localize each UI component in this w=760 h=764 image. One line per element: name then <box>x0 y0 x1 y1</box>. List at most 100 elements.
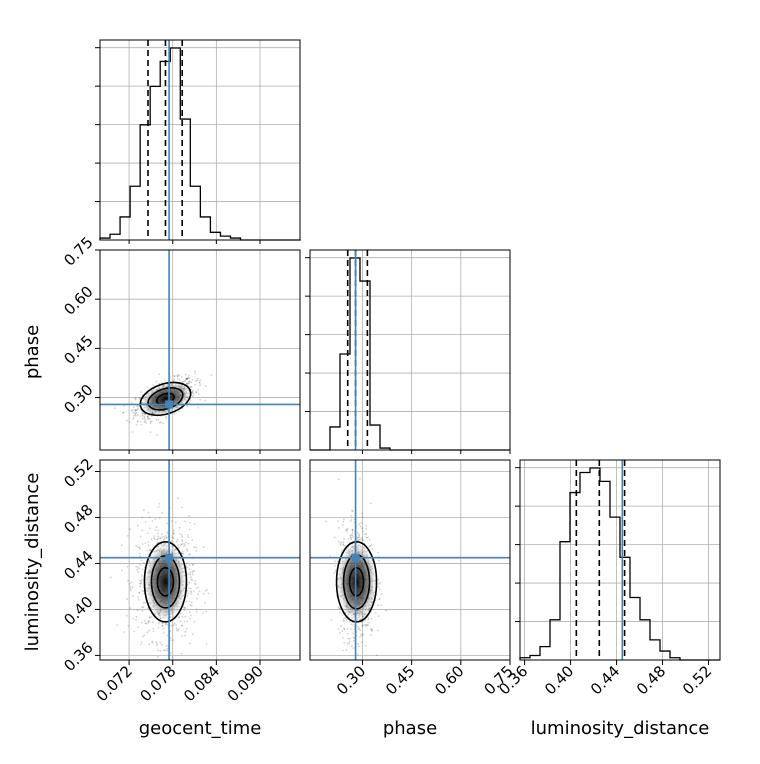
sample-point-luminosity_distance_vs_geocent_time-509 <box>161 622 164 625</box>
sample-point-luminosity_distance_vs_phase-416 <box>337 606 340 609</box>
sample-point-luminosity_distance_vs_phase-882 <box>347 637 349 640</box>
sample-point-luminosity_distance_vs_phase-676 <box>348 621 351 624</box>
sample-point-luminosity_distance_vs_geocent_time-489 <box>169 637 172 639</box>
sample-point-luminosity_distance_vs_phase-742 <box>362 539 365 542</box>
sample-point-luminosity_distance_vs_phase-21 <box>340 625 342 627</box>
sample-point-phase_vs_geocent_time-14 <box>182 380 185 383</box>
sample-point-luminosity_distance_vs_phase-25 <box>350 536 352 538</box>
sample-point-luminosity_distance_vs_phase-14 <box>357 628 360 630</box>
panel-frame-r0-c0 <box>99 39 301 241</box>
sample-point-luminosity_distance_vs_geocent_time-363 <box>171 536 174 538</box>
sample-point-phase_vs_geocent_time-497 <box>140 423 143 426</box>
sample-point-phase_vs_geocent_time-223 <box>204 385 207 387</box>
sample-point-phase_vs_geocent_time-829 <box>157 418 160 421</box>
sample-point-luminosity_distance_vs_phase-125 <box>361 537 363 539</box>
sample-point-luminosity_distance_vs_phase-747 <box>366 624 369 626</box>
sample-point-luminosity_distance_vs_geocent_time-209 <box>170 624 173 627</box>
sample-point-luminosity_distance_vs_geocent_time-121 <box>189 614 192 617</box>
sample-point-luminosity_distance_vs_phase-690 <box>352 632 354 635</box>
sample-point-luminosity_distance_vs_geocent_time-466 <box>153 537 155 539</box>
sample-point-luminosity_distance_vs_geocent_time-216 <box>152 627 155 630</box>
sample-point-phase_vs_geocent_time-55 <box>186 377 189 380</box>
sample-point-luminosity_distance_vs_phase-145 <box>342 649 344 652</box>
sample-point-luminosity_distance_vs_geocent_time-626 <box>183 520 186 523</box>
xtick-label-geocent-time-3: 0.090 <box>224 662 267 705</box>
sample-point-luminosity_distance_vs_phase-447 <box>349 520 352 522</box>
sample-point-phase_vs_geocent_time-571 <box>194 370 196 373</box>
xtick-label-luminosity-distance-1: 0.40 <box>541 662 577 698</box>
sample-point-luminosity_distance_vs_geocent_time-488 <box>151 640 154 643</box>
sample-point-luminosity_distance_vs_geocent_time-63 <box>169 630 172 633</box>
sample-point-luminosity_distance_vs_geocent_time-207 <box>188 568 191 570</box>
sample-point-luminosity_distance_vs_phase-474 <box>359 525 362 528</box>
sample-point-phase_vs_geocent_time-451 <box>199 379 202 382</box>
sample-point-luminosity_distance_vs_geocent_time-694 <box>175 540 178 543</box>
sample-point-luminosity_distance_vs_phase-253 <box>360 521 363 524</box>
sample-point-luminosity_distance_vs_geocent_time-116 <box>189 571 192 573</box>
truth-marker-r2-c1 <box>351 553 360 562</box>
sample-point-luminosity_distance_vs_geocent_time-373 <box>128 583 131 585</box>
sample-point-luminosity_distance_vs_geocent_time-702 <box>137 571 140 573</box>
sample-point-phase_vs_geocent_time-185 <box>197 389 200 391</box>
xtick-label-geocent-time-2: 0.084 <box>180 662 223 705</box>
sample-point-luminosity_distance_vs_phase-387 <box>378 559 380 562</box>
sample-point-luminosity_distance_vs_geocent_time-356 <box>185 548 188 551</box>
sample-point-phase_vs_geocent_time-237 <box>194 372 197 375</box>
sample-point-luminosity_distance_vs_phase-88 <box>365 536 368 539</box>
sample-point-luminosity_distance_vs_phase-224 <box>338 612 341 614</box>
sample-point-luminosity_distance_vs_geocent_time-801 <box>183 609 186 612</box>
sample-point-luminosity_distance_vs_geocent_time-437 <box>185 566 188 569</box>
sample-point-luminosity_distance_vs_geocent_time-302 <box>185 627 188 630</box>
sample-point-luminosity_distance_vs_phase-644 <box>342 637 344 639</box>
sample-point-phase_vs_geocent_time-528 <box>130 409 133 412</box>
sample-point-phase_vs_geocent_time-641 <box>195 391 198 394</box>
sample-point-phase_vs_geocent_time-655 <box>146 415 149 418</box>
sample-point-luminosity_distance_vs_phase-803 <box>370 617 373 620</box>
sample-point-phase_vs_geocent_time-260 <box>190 381 193 384</box>
sample-point-luminosity_distance_vs_phase-592 <box>350 538 353 541</box>
sample-point-luminosity_distance_vs_geocent_time-878 <box>195 587 198 589</box>
sample-point-phase_vs_geocent_time-40 <box>185 378 188 380</box>
sample-point-luminosity_distance_vs_geocent_time-57 <box>136 568 139 571</box>
sample-point-luminosity_distance_vs_geocent_time-636 <box>166 531 169 534</box>
sample-point-phase_vs_geocent_time-828 <box>185 379 187 381</box>
sample-point-phase_vs_geocent_time-285 <box>158 421 161 424</box>
sample-point-luminosity_distance_vs_geocent_time-590 <box>195 550 198 552</box>
sample-point-luminosity_distance_vs_phase-347 <box>381 593 383 595</box>
sample-point-luminosity_distance_vs_phase-551 <box>377 578 380 581</box>
sample-point-luminosity_distance_vs_phase-564 <box>357 536 360 539</box>
sample-point-luminosity_distance_vs_geocent_time-665 <box>138 567 141 570</box>
xtick-label-geocent-time-0: 0.072 <box>93 662 136 705</box>
sample-point-phase_vs_geocent_time-791 <box>140 391 143 393</box>
sample-point-luminosity_distance_vs_phase-650 <box>350 623 353 626</box>
sample-point-luminosity_distance_vs_phase-523 <box>377 604 379 607</box>
sample-point-phase_vs_geocent_time-289 <box>150 420 153 423</box>
sample-point-luminosity_distance_vs_phase-682 <box>350 518 353 521</box>
sample-point-phase_vs_geocent_time-46 <box>141 412 144 415</box>
sample-point-luminosity_distance_vs_geocent_time-849 <box>135 565 138 568</box>
sample-point-phase_vs_geocent_time-648 <box>144 418 146 421</box>
sample-point-luminosity_distance_vs_geocent_time-161 <box>144 521 147 523</box>
sample-point-luminosity_distance_vs_phase-421 <box>352 536 354 538</box>
sample-point-phase_vs_geocent_time-72 <box>155 380 158 383</box>
sample-point-luminosity_distance_vs_geocent_time-778 <box>190 591 193 594</box>
sample-point-phase_vs_geocent_time-468 <box>180 376 183 378</box>
sample-point-luminosity_distance_vs_geocent_time-180 <box>172 639 175 642</box>
sample-point-phase_vs_geocent_time-204 <box>138 398 141 400</box>
sample-point-luminosity_distance_vs_phase-337 <box>346 528 348 531</box>
sample-point-phase_vs_geocent_time-482 <box>132 411 134 414</box>
sample-point-luminosity_distance_vs_phase-598 <box>362 624 364 627</box>
sample-point-luminosity_distance_vs_phase-770 <box>329 555 331 558</box>
sample-point-phase_vs_geocent_time-714 <box>136 420 139 423</box>
sample-point-luminosity_distance_vs_geocent_time-273 <box>181 539 184 541</box>
sample-point-luminosity_distance_vs_geocent_time-193 <box>190 593 193 596</box>
sample-point-phase_vs_geocent_time-598 <box>134 412 137 414</box>
sample-point-phase_vs_geocent_time-283 <box>165 415 167 418</box>
sample-point-phase_vs_geocent_time-175 <box>113 407 116 410</box>
sample-point-luminosity_distance_vs_geocent_time-684 <box>186 620 189 623</box>
sample-point-luminosity_distance_vs_geocent_time-165 <box>150 538 153 541</box>
sample-point-phase_vs_geocent_time-465 <box>123 405 125 407</box>
sample-point-luminosity_distance_vs_geocent_time-473 <box>143 509 145 512</box>
sample-point-luminosity_distance_vs_geocent_time-633 <box>172 529 175 532</box>
sample-point-luminosity_distance_vs_geocent_time-797 <box>149 549 152 552</box>
